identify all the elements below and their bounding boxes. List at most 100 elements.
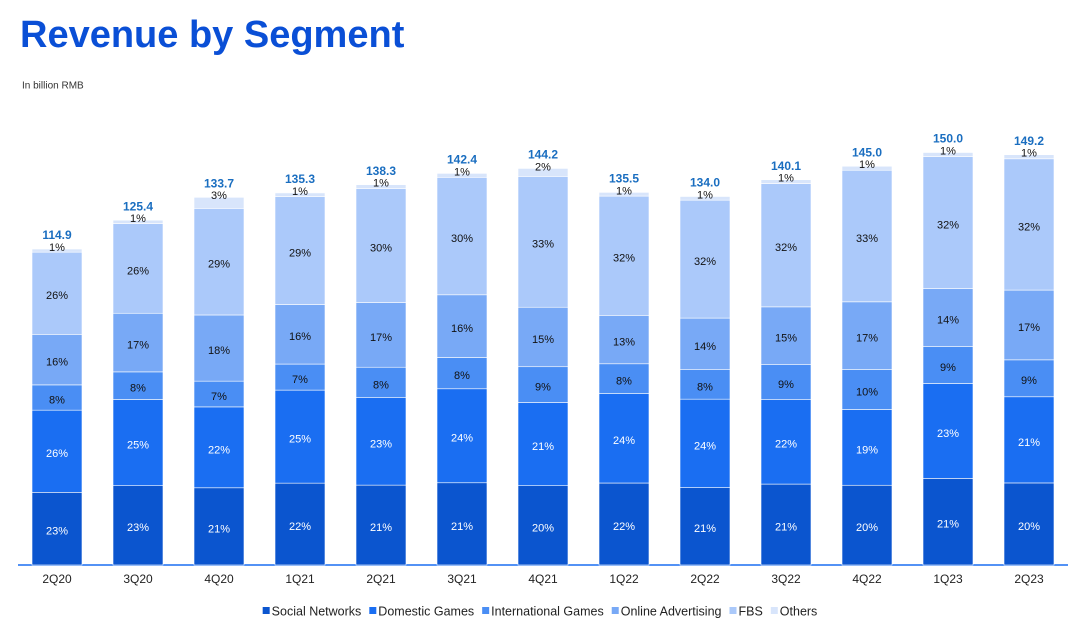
legend-label: Others <box>780 604 818 618</box>
bar-segment <box>517 306 569 368</box>
x-tick-label: 1Q21 <box>285 572 315 586</box>
x-tick-label: 4Q21 <box>528 572 558 586</box>
legend-marker <box>482 607 490 614</box>
segment-label: 17% <box>1018 322 1040 334</box>
bar-segment <box>193 208 245 316</box>
segment-label: 17% <box>856 333 878 345</box>
segment-label: 19% <box>856 444 878 456</box>
bar-segment <box>517 485 569 566</box>
x-tick-label: 3Q20 <box>123 572 153 586</box>
segment-label: 13% <box>613 336 635 348</box>
segment-label: 24% <box>451 433 473 445</box>
segment-label: 32% <box>694 256 716 268</box>
bar-segment <box>598 195 650 316</box>
segment-label: 1% <box>940 145 956 157</box>
bar-segment <box>760 179 812 184</box>
bar-segment <box>679 487 731 566</box>
segment-label: 16% <box>289 331 311 343</box>
bar-segment <box>436 173 488 178</box>
segment-label: 1% <box>697 189 713 201</box>
segment-label: 8% <box>616 376 632 388</box>
bar-segment <box>355 484 407 566</box>
segment-label: 17% <box>370 332 392 344</box>
segment-label: 29% <box>208 259 230 271</box>
segment-label: 9% <box>535 381 551 393</box>
bar-segment <box>922 478 974 566</box>
segment-label: 25% <box>127 439 149 451</box>
segment-label: 16% <box>46 357 68 369</box>
segment-label: 9% <box>940 362 956 374</box>
bar-segment <box>517 366 569 403</box>
bar-segment <box>598 192 650 197</box>
legend-label: International Games <box>491 604 604 618</box>
segment-label: 1% <box>454 166 470 178</box>
bar-segment <box>274 389 326 484</box>
bar-segment <box>517 402 569 486</box>
segment-label: 16% <box>451 323 473 335</box>
segment-label: 23% <box>46 526 68 538</box>
bar-segment <box>1003 482 1055 566</box>
segment-label: 32% <box>937 220 959 232</box>
bar-segment <box>31 248 83 253</box>
segment-label: 10% <box>856 386 878 398</box>
bar-segment <box>679 317 731 370</box>
segment-label: 20% <box>532 522 554 534</box>
bar-segment <box>517 176 569 308</box>
bar-segment <box>355 188 407 303</box>
bar-segment <box>1003 289 1055 361</box>
bar-segment <box>760 183 812 308</box>
chart-subtitle: In billion RMB <box>22 81 84 92</box>
segment-label: 22% <box>289 521 311 533</box>
bar-segment <box>112 399 164 486</box>
segment-label: 20% <box>1018 521 1040 533</box>
x-tick-label: 4Q22 <box>852 572 882 586</box>
bar-segment <box>1003 154 1055 160</box>
bar-segment <box>193 487 245 566</box>
x-tick-label: 4Q20 <box>204 572 234 586</box>
segment-label: 21% <box>1018 437 1040 449</box>
legend-label: Social Networks <box>272 604 362 618</box>
bar-segment <box>598 315 650 365</box>
segment-label: 20% <box>856 522 878 534</box>
x-tick-label: 1Q22 <box>609 572 639 586</box>
bar-segment <box>1003 359 1055 398</box>
bar-segment <box>112 485 164 566</box>
legend-marker <box>729 607 737 614</box>
segment-label: 23% <box>937 428 959 440</box>
segment-label: 17% <box>127 339 149 351</box>
bar-segment <box>112 312 164 373</box>
legend-marker <box>369 607 377 614</box>
bar-segment <box>436 177 488 296</box>
x-tick-label: 2Q20 <box>42 572 72 586</box>
bar-segment <box>679 369 731 400</box>
segment-label: 1% <box>292 186 308 198</box>
total-label: 135.5 <box>609 172 639 186</box>
segment-label: 32% <box>613 253 635 265</box>
segment-label: 33% <box>532 239 554 251</box>
total-label: 125.4 <box>123 199 153 213</box>
bar-segment <box>922 288 974 347</box>
legend-label: Domestic Games <box>378 604 474 618</box>
segment-label: 24% <box>613 435 635 447</box>
bar-segment <box>31 334 83 386</box>
total-label: 142.4 <box>447 153 477 167</box>
segment-label: 1% <box>130 213 146 225</box>
bar-segment <box>112 371 164 400</box>
segment-label: 21% <box>775 521 797 533</box>
segment-label: 30% <box>451 233 473 245</box>
total-label: 135.3 <box>285 172 315 186</box>
segment-label: 23% <box>127 522 149 534</box>
segment-label: 33% <box>856 233 878 245</box>
x-tick-label: 1Q23 <box>933 572 963 586</box>
segment-label: 22% <box>775 439 797 451</box>
bar-segment <box>922 152 974 157</box>
segment-label: 2% <box>535 161 551 173</box>
segment-label: 15% <box>532 334 554 346</box>
total-label: 145.0 <box>852 145 882 159</box>
bar-segment <box>193 314 245 382</box>
total-label: 144.2 <box>528 148 558 162</box>
legend-marker <box>770 607 778 614</box>
segment-label: 21% <box>937 519 959 531</box>
bar-segment <box>193 406 245 489</box>
bar-segment <box>112 223 164 314</box>
